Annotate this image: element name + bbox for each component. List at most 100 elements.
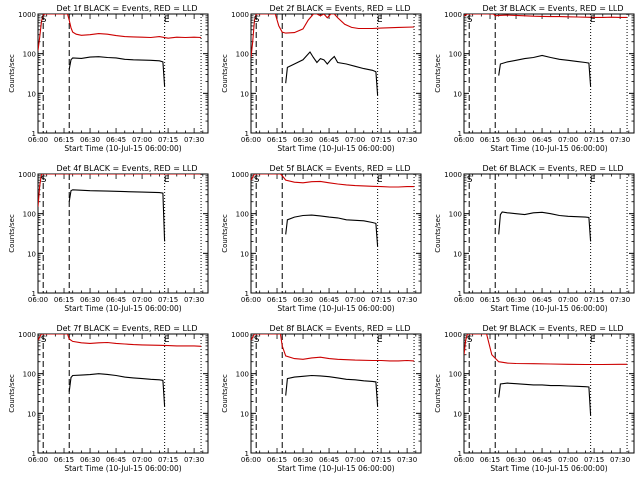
x-axis-label: Start Time (10-Jul-15 06:00:00) (277, 304, 394, 313)
x-tick-label: 06:00 (241, 296, 261, 304)
x-tick-label: 07:30 (610, 296, 630, 304)
events-series-line (68, 56, 166, 87)
events-series-line (68, 373, 166, 407)
x-tick-label: 06:45 (319, 296, 339, 304)
chart-title: Det 9f BLACK = Events, RED = LLD (482, 324, 623, 333)
series-group (38, 14, 202, 87)
x-tick-label: 06:00 (454, 136, 474, 144)
y-tick-label: 1 (245, 450, 249, 458)
y-tick-label: 1 (32, 130, 36, 138)
y-tick-label: 10 (453, 410, 462, 418)
y-tick-label: 1000 (444, 171, 462, 179)
x-tick-label: 07:30 (184, 456, 204, 464)
x-tick-label: 06:15 (267, 296, 287, 304)
end-marker-label: E (164, 175, 170, 185)
x-tick-label: 07:00 (345, 456, 365, 464)
events-series-line (498, 382, 592, 416)
x-tick-label: 06:30 (293, 296, 313, 304)
x-tick-label: 06:30 (506, 296, 526, 304)
x-tick-label: 07:15 (584, 296, 604, 304)
x-tick-label: 07:15 (371, 456, 391, 464)
x-tick-label: 06:30 (506, 136, 526, 144)
x-tick-label: 06:45 (532, 136, 552, 144)
y-axis-label: Counts/sec (434, 374, 442, 413)
x-tick-label: 07:00 (132, 456, 152, 464)
y-tick-label: 1000 (444, 11, 462, 19)
events-series-line (498, 211, 592, 242)
chart-panel-3: Det 3f BLACK = Events, RED = LLD 1 10 100 10… (434, 4, 635, 153)
x-tick-label: 07:30 (397, 136, 417, 144)
x-tick-label: 07:30 (610, 456, 630, 464)
start-marker-label: S (41, 15, 47, 25)
series-group (38, 174, 202, 242)
series-group (498, 211, 592, 242)
y-axis-label: Counts/sec (8, 374, 16, 413)
y-tick-label: 1 (32, 290, 36, 298)
chart-panel-9: Det 9f BLACK = Events, RED = LLD 1 10 100 10… (434, 324, 635, 473)
x-tick-label: 06:00 (454, 296, 474, 304)
y-tick-label: 1 (458, 450, 462, 458)
end-marker-label: E (590, 175, 596, 185)
series-group (464, 14, 628, 87)
chart-panel-6: Det 6f BLACK = Events, RED = LLD 1 10 100 10… (434, 164, 635, 313)
plot-frame (250, 333, 422, 454)
chart-panel-1: Det 1f BLACK = Events, RED = LLD 1 10 100 10… (8, 4, 209, 153)
chart-title: Det 3f BLACK = Events, RED = LLD (482, 4, 623, 13)
y-axis-label: Counts/sec (434, 54, 442, 93)
series-group (251, 14, 415, 96)
chart-panel-7: Det 7f BLACK = Events, RED = LLD 1 10 100 10… (8, 324, 209, 473)
x-tick-label: 07:15 (158, 456, 178, 464)
y-axis-label: Counts/sec (8, 54, 16, 93)
x-tick-label: 06:15 (480, 296, 500, 304)
x-tick-label: 06:45 (106, 296, 126, 304)
x-tick-label: 06:45 (319, 456, 339, 464)
y-tick-label: 100 (449, 371, 462, 379)
x-axis-label: Start Time (10-Jul-15 06:00:00) (64, 464, 181, 473)
plot-frame (37, 333, 209, 454)
y-tick-label: 100 (449, 211, 462, 219)
x-tick-label: 06:15 (54, 136, 74, 144)
plot-frame (463, 173, 635, 294)
series-group (251, 334, 415, 407)
y-tick-label: 10 (453, 250, 462, 258)
end-marker-label: E (377, 335, 383, 345)
chart-title: Det 7f BLACK = Events, RED = LLD (56, 324, 197, 333)
x-axis-label: Start Time (10-Jul-15 06:00:00) (277, 144, 394, 153)
chart-panel-2: Det 2f BLACK = Events, RED = LLD 1 10 100 10… (221, 4, 422, 153)
x-tick-label: 06:00 (454, 456, 474, 464)
plot-frame (250, 173, 422, 294)
start-marker-label: S (254, 15, 260, 25)
x-tick-label: 07:15 (584, 456, 604, 464)
y-tick-label: 100 (449, 51, 462, 59)
x-tick-label: 06:00 (28, 136, 48, 144)
x-tick-label: 07:30 (397, 296, 417, 304)
x-tick-label: 06:45 (106, 456, 126, 464)
end-marker-label: E (164, 335, 170, 345)
chart-title: Det 6f BLACK = Events, RED = LLD (482, 164, 623, 173)
x-tick-label: 07:30 (184, 296, 204, 304)
series-group (38, 334, 202, 407)
y-tick-label: 1000 (231, 11, 249, 19)
start-marker-label: S (467, 335, 473, 345)
x-tick-label: 07:15 (584, 136, 604, 144)
x-tick-label: 06:00 (241, 136, 261, 144)
end-marker-label: E (590, 15, 596, 25)
events-series-line (285, 51, 379, 96)
events-series-line (285, 214, 379, 247)
x-tick-label: 07:00 (345, 296, 365, 304)
start-marker-label: S (41, 335, 47, 345)
x-tick-label: 07:15 (158, 136, 178, 144)
lld-series-line (464, 334, 628, 366)
x-tick-label: 06:45 (532, 456, 552, 464)
x-tick-label: 07:00 (558, 136, 578, 144)
y-tick-label: 100 (236, 371, 249, 379)
x-tick-label: 06:30 (506, 456, 526, 464)
start-marker-label: S (467, 15, 473, 25)
x-tick-label: 07:15 (371, 296, 391, 304)
x-axis-label: Start Time (10-Jul-15 06:00:00) (277, 464, 394, 473)
lld-series-line (251, 174, 415, 188)
y-tick-label: 100 (23, 51, 36, 59)
chart-panel-5: Det 5f BLACK = Events, RED = LLD 1 10 100 10… (221, 164, 422, 313)
y-tick-label: 1 (458, 130, 462, 138)
end-marker-label: E (377, 175, 383, 185)
